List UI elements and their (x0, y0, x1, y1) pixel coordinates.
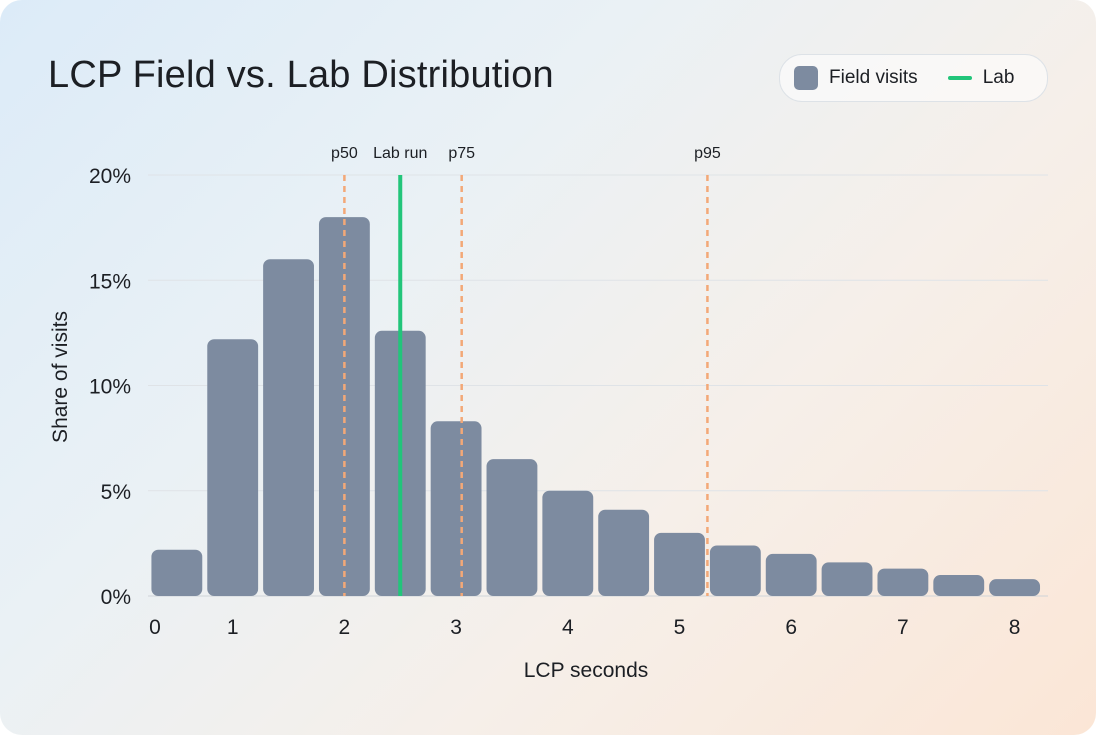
bar (263, 259, 314, 596)
legend-label-lab: Lab (982, 67, 1015, 88)
bar (709, 545, 761, 596)
bar (933, 574, 985, 596)
y-tick-label: 0% (101, 586, 131, 609)
legend-label-field: Field visits (829, 67, 918, 88)
bar (877, 568, 929, 596)
x-axis-label: LCP seconds (524, 659, 649, 682)
legend: Field visits Lab (779, 54, 1048, 102)
y-tick-label: 5% (101, 481, 131, 504)
x-tick-label: 2 (339, 616, 351, 639)
x-tick-label: 3 (450, 616, 462, 639)
legend-swatch-field (794, 66, 818, 90)
bar (598, 509, 650, 596)
bar (654, 532, 705, 596)
bar (821, 562, 873, 596)
x-tick-label: 5 (674, 616, 686, 639)
reference-line-label: Lab run (373, 145, 427, 162)
reference-line-label: p50 (331, 145, 358, 162)
chart-title: LCP Field vs. Lab Distribution (48, 54, 554, 96)
x-tick-label: 8 (1009, 616, 1021, 639)
bar (430, 421, 482, 596)
x-tick-label: 0 (149, 616, 161, 639)
bar (765, 553, 817, 596)
y-tick-label: 20% (89, 165, 131, 188)
bar (989, 579, 1041, 596)
x-tick-label: 6 (785, 616, 797, 639)
legend-swatch-lab (947, 76, 972, 80)
y-tick-label: 15% (89, 270, 131, 293)
bar (207, 339, 259, 596)
reference-line-label: p95 (694, 145, 721, 162)
bar (542, 490, 594, 596)
x-tick-label: 7 (897, 616, 909, 639)
bar (486, 459, 538, 596)
x-tick-label: 1 (227, 616, 239, 639)
reference-line-label: p75 (448, 145, 475, 162)
bar (151, 549, 203, 596)
y-tick-label: 10% (89, 376, 131, 399)
y-axis-label: Share of visits (49, 311, 72, 443)
x-tick-label: 4 (562, 616, 574, 639)
